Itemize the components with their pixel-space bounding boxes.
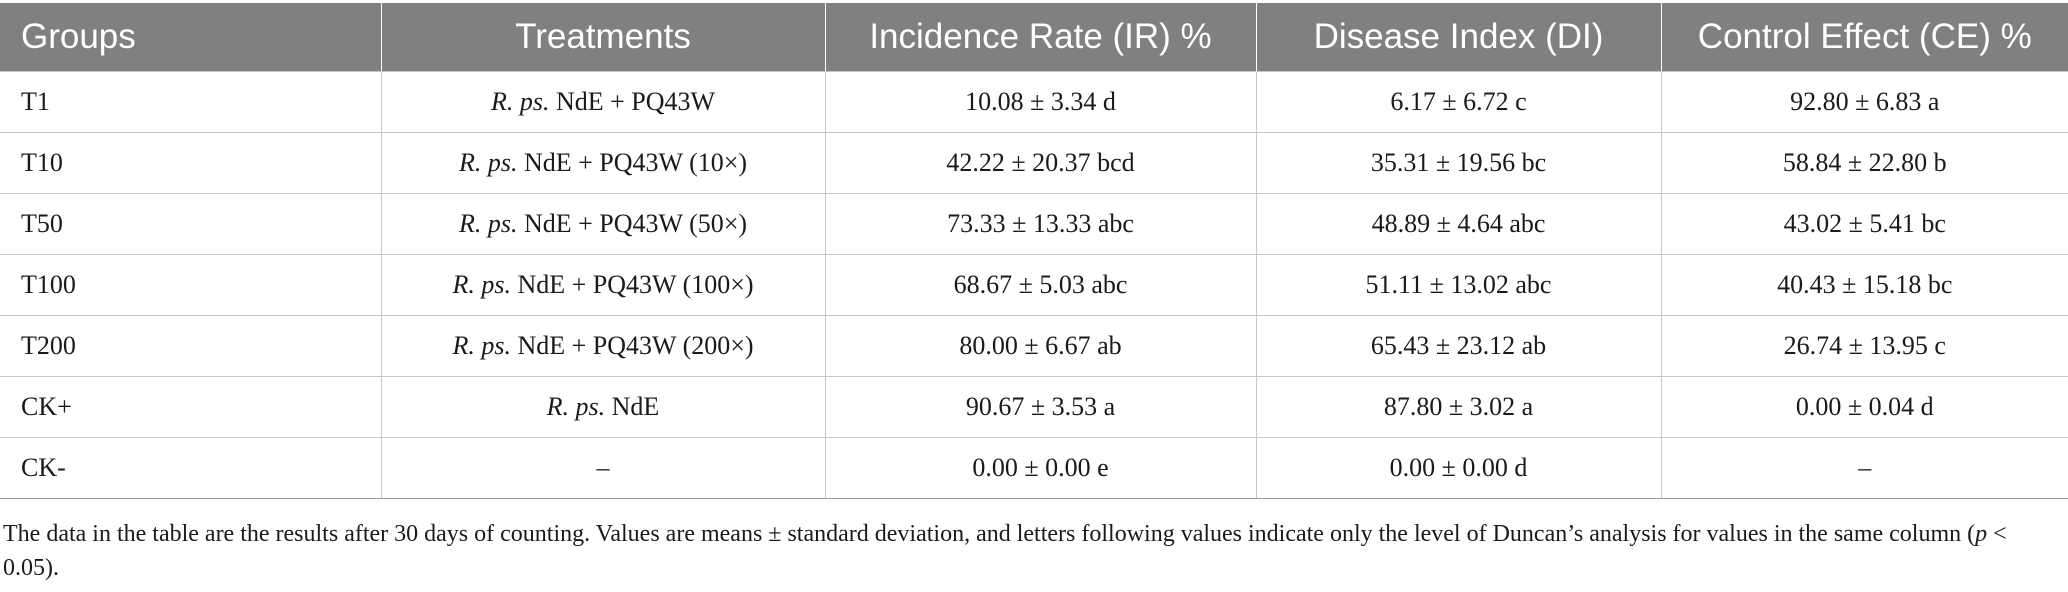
treatment-text: NdE + PQ43W (10×) <box>517 148 748 177</box>
cell-treatment: R. ps. NdE <box>380 376 826 438</box>
treatment-text: NdE + PQ43W (50×) <box>517 209 748 238</box>
table-row: T10 R. ps. NdE + PQ43W (10×) 42.22 ± 20.… <box>0 132 2068 194</box>
cell-treatment: R. ps. NdE + PQ43W (200×) <box>380 315 826 377</box>
table-row: T1 R. ps. NdE + PQ43W 10.08 ± 3.34 d 6.1… <box>0 71 2068 133</box>
cell-control-effect: 92.80 ± 6.83 a <box>1660 71 2068 133</box>
cell-group: T100 <box>0 254 382 316</box>
cell-incidence-rate: 80.00 ± 6.67 ab <box>824 315 1257 377</box>
header-disease-index: Disease Index (DI) <box>1255 3 1662 72</box>
header-incidence-rate: Incidence Rate (IR) % <box>824 3 1257 72</box>
cell-control-effect: 26.74 ± 13.95 c <box>1660 315 2068 377</box>
footnote-text-end: < 0.05). <box>3 521 2007 581</box>
cell-disease-index: 35.31 ± 19.56 bc <box>1255 132 1662 194</box>
cell-group: T50 <box>0 193 382 255</box>
cell-treatment: – <box>380 437 826 499</box>
treatment-species: R. ps. <box>458 209 518 238</box>
cell-treatment: R. ps. NdE + PQ43W (10×) <box>380 132 826 194</box>
cell-incidence-rate: 73.33 ± 13.33 abc <box>824 193 1257 255</box>
table-body: T1 R. ps. NdE + PQ43W 10.08 ± 3.34 d 6.1… <box>0 71 2068 499</box>
table-footnote: The data in the table are the results af… <box>3 517 2053 585</box>
cell-disease-index: 48.89 ± 4.64 abc <box>1255 193 1662 255</box>
header-row: Groups Treatments Incidence Rate (IR) % … <box>0 3 2068 72</box>
treatment-text: NdE + PQ43W (100×) <box>510 270 754 299</box>
cell-disease-index: 87.80 ± 3.02 a <box>1255 376 1662 438</box>
header-control-effect: Control Effect (CE) % <box>1660 3 2068 72</box>
cell-incidence-rate: 42.22 ± 20.37 bcd <box>824 132 1257 194</box>
header-groups: Groups <box>0 3 382 72</box>
cell-group: T10 <box>0 132 382 194</box>
treatment-species: R. ps. <box>490 87 550 116</box>
cell-control-effect: 0.00 ± 0.04 d <box>1660 376 2068 438</box>
treatment-species: R. ps. <box>546 392 606 421</box>
header-treatments: Treatments <box>380 3 826 72</box>
cell-disease-index: 0.00 ± 0.00 d <box>1255 437 1662 499</box>
table-row: T100 R. ps. NdE + PQ43W (100×) 68.67 ± 5… <box>0 254 2068 316</box>
cell-control-effect: 40.43 ± 15.18 bc <box>1660 254 2068 316</box>
cell-treatment: R. ps. NdE + PQ43W <box>380 71 826 133</box>
table-header: Groups Treatments Incidence Rate (IR) % … <box>0 3 2068 72</box>
table-row: T200 R. ps. NdE + PQ43W (200×) 80.00 ± 6… <box>0 315 2068 377</box>
treatment-text: NdE <box>605 392 660 421</box>
cell-disease-index: 65.43 ± 23.12 ab <box>1255 315 1662 377</box>
treatment-species: R. ps. <box>452 331 511 360</box>
treatment-text: – <box>596 453 610 482</box>
cell-incidence-rate: 90.67 ± 3.53 a <box>824 376 1257 438</box>
treatment-species: R. ps. <box>452 270 511 299</box>
results-table: Groups Treatments Incidence Rate (IR) % … <box>0 3 2068 499</box>
cell-group: T1 <box>0 71 382 133</box>
cell-incidence-rate: 68.67 ± 5.03 abc <box>824 254 1257 316</box>
treatment-text: NdE + PQ43W (200×) <box>510 331 754 360</box>
cell-treatment: R. ps. NdE + PQ43W (100×) <box>380 254 826 316</box>
cell-incidence-rate: 0.00 ± 0.00 e <box>824 437 1257 499</box>
footnote-p-symbol: p <box>1975 521 1988 547</box>
table-row: T50 R. ps. NdE + PQ43W (50×) 73.33 ± 13.… <box>0 193 2068 255</box>
footnote-text: The data in the table are the results af… <box>3 521 1976 547</box>
cell-control-effect: 58.84 ± 22.80 b <box>1660 132 2068 194</box>
cell-control-effect: 43.02 ± 5.41 bc <box>1660 193 2068 255</box>
cell-disease-index: 6.17 ± 6.72 c <box>1255 71 1662 133</box>
cell-treatment: R. ps. NdE + PQ43W (50×) <box>380 193 826 255</box>
cell-group: CK+ <box>0 376 382 438</box>
cell-group: CK- <box>0 437 382 499</box>
cell-disease-index: 51.11 ± 13.02 abc <box>1255 254 1662 316</box>
treatment-text: NdE + PQ43W <box>549 87 716 116</box>
cell-incidence-rate: 10.08 ± 3.34 d <box>824 71 1257 133</box>
table-row: CK+ R. ps. NdE 90.67 ± 3.53 a 87.80 ± 3.… <box>0 376 2068 438</box>
results-table-container: Groups Treatments Incidence Rate (IR) % … <box>0 3 2068 499</box>
table-row: CK- – 0.00 ± 0.00 e 0.00 ± 0.00 d – <box>0 437 2068 499</box>
cell-control-effect: – <box>1660 437 2068 499</box>
treatment-species: R. ps. <box>458 148 518 177</box>
cell-group: T200 <box>0 315 382 377</box>
